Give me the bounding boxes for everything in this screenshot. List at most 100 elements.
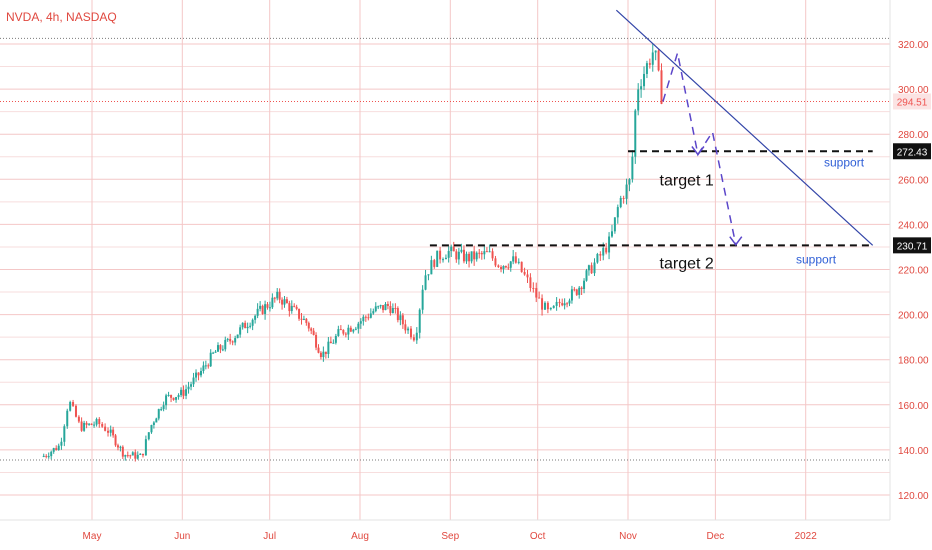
candle-body xyxy=(276,291,279,299)
candle-body xyxy=(295,306,298,309)
candle-body xyxy=(155,418,158,423)
candle-body xyxy=(631,156,634,180)
y-tick-label: 160.00 xyxy=(898,401,929,412)
candle-body xyxy=(47,456,50,458)
candle-body xyxy=(433,260,436,267)
candle-body xyxy=(334,335,337,343)
y-tick-label: 260.00 xyxy=(898,175,929,186)
candle-body xyxy=(317,347,320,353)
candle-body xyxy=(457,251,460,260)
candle-body xyxy=(42,455,45,457)
candle-body xyxy=(144,439,147,456)
candle-body xyxy=(293,305,296,307)
candle-body xyxy=(362,316,365,322)
target-label: target 1 xyxy=(660,172,714,189)
candle-body xyxy=(172,397,175,400)
candle-body xyxy=(197,372,200,376)
candle-body xyxy=(367,317,370,319)
price-tag-text: 272.43 xyxy=(897,147,928,158)
candle-body xyxy=(444,257,447,260)
candle-body xyxy=(187,386,190,390)
candle-body xyxy=(236,334,239,339)
candle-body xyxy=(98,419,101,425)
candle-body xyxy=(364,316,367,318)
candle-body xyxy=(224,339,227,350)
candle-body xyxy=(285,299,288,304)
y-tick-label: 140.00 xyxy=(898,446,929,457)
candle-body xyxy=(244,322,247,329)
candle-body xyxy=(131,452,134,456)
current-price-tag xyxy=(893,93,931,110)
candle-body xyxy=(251,319,254,326)
candle-body xyxy=(241,322,244,328)
candle-body xyxy=(77,416,80,422)
candle-body xyxy=(645,63,648,74)
candle-body xyxy=(357,323,360,329)
candle-body xyxy=(234,338,237,343)
candle-body xyxy=(394,307,397,309)
candle-body xyxy=(283,299,286,305)
support-label: support xyxy=(796,252,837,266)
candle-body xyxy=(418,309,421,333)
candle-body xyxy=(648,63,651,65)
candle-body xyxy=(468,253,471,262)
candle-body xyxy=(60,441,63,446)
candle-body xyxy=(657,50,660,71)
candle-body xyxy=(568,300,571,304)
candle-body xyxy=(372,311,375,314)
y-tick-label: 320.00 xyxy=(898,40,929,51)
candle-body xyxy=(409,328,412,338)
support-label: support xyxy=(824,155,865,169)
candle-body xyxy=(660,70,663,104)
candle-body xyxy=(226,338,229,340)
chart-title: NVDA, 4h, NASDAQ xyxy=(6,10,117,24)
candle-body xyxy=(327,341,330,355)
candle-body xyxy=(555,301,558,306)
candle-body xyxy=(520,261,523,272)
candle-body xyxy=(290,305,293,312)
trendline xyxy=(615,9,874,246)
candle-body xyxy=(640,86,643,90)
candle-body xyxy=(185,389,188,396)
candle-body xyxy=(139,453,142,455)
candle-body xyxy=(374,306,377,312)
candle-body xyxy=(412,337,415,341)
candle-body xyxy=(216,345,219,352)
candle-body xyxy=(480,252,483,255)
candle-body xyxy=(342,329,345,334)
candle-body xyxy=(124,455,127,457)
candle-body xyxy=(302,318,305,320)
candle-body xyxy=(112,429,115,436)
candle-body xyxy=(500,266,503,270)
candle-body xyxy=(399,315,402,321)
plot-area xyxy=(0,0,890,520)
y-tick-label: 240.00 xyxy=(898,220,929,231)
candle-body xyxy=(478,252,481,254)
candle-body xyxy=(134,452,137,459)
candle-body xyxy=(593,262,596,274)
candle-body xyxy=(610,231,613,237)
candle-body xyxy=(162,405,165,410)
candle-body xyxy=(93,424,96,426)
candle-body xyxy=(587,265,590,271)
candles xyxy=(42,43,663,462)
candle-body xyxy=(259,305,262,309)
candle-body xyxy=(352,329,355,332)
candle-body xyxy=(596,254,599,263)
candle-body xyxy=(622,197,625,199)
candle-body xyxy=(157,409,160,419)
candle-body xyxy=(249,325,252,327)
candle-body xyxy=(643,73,646,87)
candle-body xyxy=(485,251,488,253)
candle-body xyxy=(573,289,576,291)
candle-body xyxy=(512,256,515,262)
candle-body xyxy=(532,287,535,289)
candle-body xyxy=(580,287,583,289)
candle-body xyxy=(57,445,60,451)
candle-body xyxy=(312,330,315,335)
x-tick-label: Nov xyxy=(619,531,637,542)
candle-body xyxy=(415,332,418,341)
candle-body xyxy=(126,455,129,457)
x-tick-label: Jun xyxy=(174,531,190,542)
